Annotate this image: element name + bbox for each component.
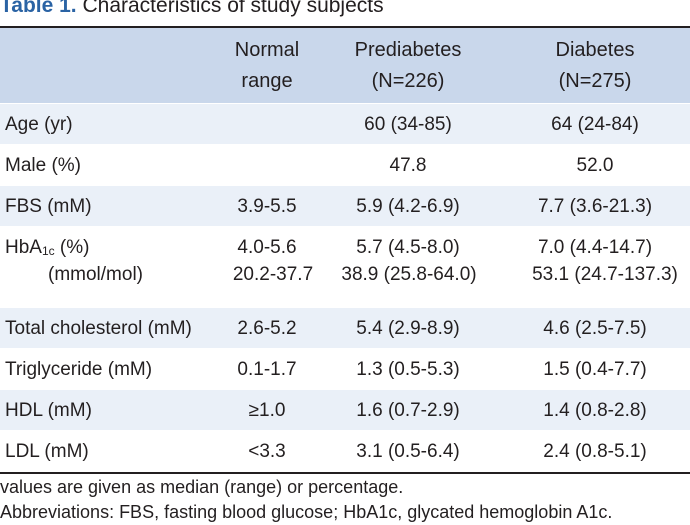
header-normal-line2: range [241, 70, 293, 92]
table-row-hba1c: HbA1c (%) (mmol/mol) 4.0-5.6 20.2-37.7 5… [0, 227, 690, 308]
row-label-mmol: (mmol/mol) [48, 264, 143, 285]
prediabetes-value: 60 (34-85) [364, 114, 452, 135]
diabetes-value: 2.4 (0.8-5.1) [543, 441, 647, 462]
hba1c-label-unit: (%) [54, 237, 90, 258]
table-caption: Table 1. Characteristics of study subjec… [0, 0, 384, 19]
row-label: Male (%) [5, 155, 82, 176]
header-diabetes-line1: Diabetes [555, 39, 635, 61]
normal-value: <3.3 [248, 441, 286, 462]
table-row-fbs: FBS (mM) 3.9-5.5 5.9 (4.2-6.9) 7.7 (3.6-… [0, 186, 690, 227]
header-normal-line1: Normal [234, 39, 300, 61]
normal-value: 3.9-5.5 [237, 196, 297, 217]
normal-value-mmol: 20.2-37.7 [232, 264, 314, 285]
diabetes-value-mmol: 53.1 (24.7-137.3) [532, 264, 678, 285]
diabetes-value: 7.7 (3.6-21.3) [537, 196, 653, 217]
characteristics-table: Normal range Prediabetes (N=226) Diabete… [0, 26, 690, 474]
table-header: Normal range Prediabetes (N=226) Diabete… [0, 28, 690, 104]
row-label: Triglyceride (mM) [5, 359, 153, 380]
prediabetes-value: 5.7 (4.5-8.0) [356, 237, 460, 258]
table-row-total-cholesterol: Total cholesterol (mM) 2.6-5.2 5.4 (2.9-… [0, 308, 690, 349]
table-row-male: Male (%) 47.8 52.0 [0, 145, 690, 186]
footnote-values: values are given as median (range) or pe… [0, 477, 404, 497]
row-label: HDL (mM) [5, 400, 92, 421]
table-row-age: Age (yr) 60 (34-85) 64 (24-84) [0, 104, 690, 145]
header-prediabetes: Prediabetes (N=226) [340, 35, 476, 97]
hba1c-label-subscript: 1c [41, 244, 55, 258]
row-label: HbA1c (%) [5, 237, 89, 262]
prediabetes-value: 3.1 (0.5-6.4) [356, 441, 460, 462]
top-rule [0, 26, 690, 28]
header-diabetes: Diabetes (N=275) [520, 35, 670, 97]
header-prediabetes-line1: Prediabetes [354, 39, 462, 61]
hba1c-label-main: HbA [5, 237, 42, 258]
diabetes-value: 1.4 (0.8-2.8) [543, 400, 647, 421]
bottom-rule [0, 472, 690, 474]
table-row-ldl: LDL (mM) <3.3 3.1 (0.5-6.4) 2.4 (0.8-5.1… [0, 431, 690, 472]
diabetes-value: 1.5 (0.4-7.7) [543, 359, 647, 380]
prediabetes-value: 1.6 (0.7-2.9) [356, 400, 460, 421]
prediabetes-value: 1.3 (0.5-5.3) [356, 359, 460, 380]
prediabetes-value: 5.9 (4.2-6.9) [356, 196, 460, 217]
table-row-hdl: HDL (mM) ≥1.0 1.6 (0.7-2.9) 1.4 (0.8-2.8… [0, 390, 690, 431]
prediabetes-value: 5.4 (2.9-8.9) [356, 318, 460, 339]
footnote-abbreviations: Abbreviations: FBS, fasting blood glucos… [0, 502, 613, 522]
normal-value: 0.1-1.7 [237, 359, 297, 380]
diabetes-value: 7.0 (4.4-14.7) [537, 237, 653, 258]
header-diabetes-line2: (N=275) [558, 70, 632, 92]
diabetes-value: 64 (24-84) [551, 114, 639, 135]
table-label: Table 1. [0, 0, 77, 17]
normal-value: ≥1.0 [248, 400, 286, 421]
row-label: Age (yr) [5, 114, 73, 135]
prediabetes-value: 47.8 [389, 155, 427, 176]
diabetes-value: 52.0 [576, 155, 614, 176]
prediabetes-value-mmol: 38.9 (25.8-64.0) [341, 264, 477, 285]
row-label: FBS (mM) [5, 196, 92, 217]
normal-value: 2.6-5.2 [237, 318, 297, 339]
table-row-triglyceride: Triglyceride (mM) 0.1-1.7 1.3 (0.5-5.3) … [0, 349, 690, 390]
header-prediabetes-line2: (N=226) [371, 70, 445, 92]
table-title: Characteristics of study subjects [82, 0, 384, 17]
normal-value: 4.0-5.6 [237, 237, 297, 258]
row-label: LDL (mM) [5, 441, 89, 462]
diabetes-value: 4.6 (2.5-7.5) [543, 318, 647, 339]
row-label: Total cholesterol (mM) [5, 318, 192, 339]
header-normal-range: Normal range [210, 35, 324, 97]
